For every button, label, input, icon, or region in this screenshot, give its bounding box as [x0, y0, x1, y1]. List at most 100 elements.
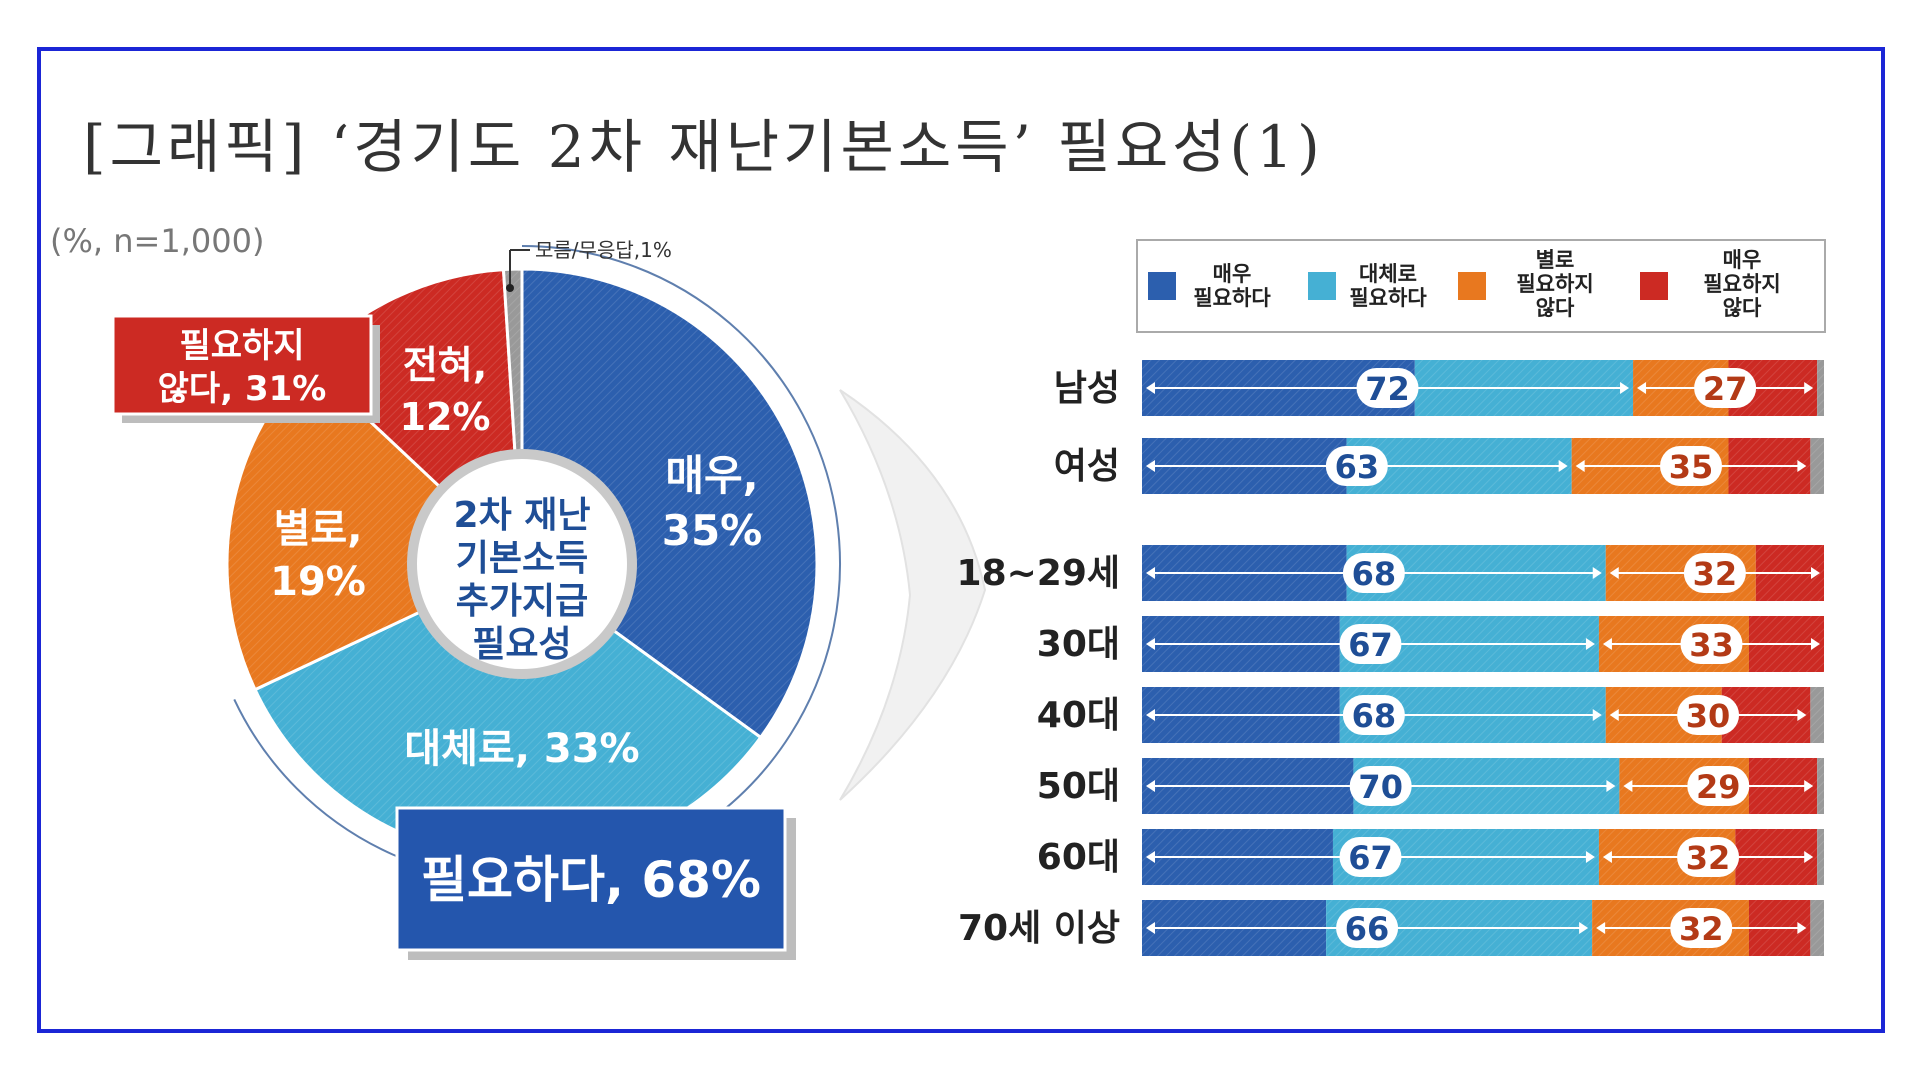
- arrowhead-left: [1609, 567, 1619, 579]
- legend-label-notatall: 않다: [1723, 296, 1762, 320]
- slice-very-texture: [522, 269, 817, 738]
- need-total-label: 67: [1348, 626, 1393, 664]
- legend-label-somewhat: 필요하다: [1349, 286, 1427, 310]
- legend-swatch-somewhat: [1308, 272, 1336, 300]
- arrowhead-right: [1585, 851, 1595, 863]
- page-title: [그래픽] ‘경기도 2차 재난기본소득’ 필요성(1): [83, 113, 1324, 181]
- bar-row: 70세 이상 66 32: [958, 900, 1824, 956]
- not-necessary-label-line: 않다, 31%: [158, 369, 327, 409]
- arrowhead-right: [1797, 709, 1807, 721]
- arrowhead-left: [1575, 460, 1585, 472]
- need-total-label-pill: [1349, 766, 1412, 806]
- bar-seg-dk-texture: [1810, 438, 1824, 494]
- arrowhead-right: [1620, 382, 1630, 394]
- legend-label-notvery: 않다: [1536, 296, 1575, 320]
- bar-row: 40대 68 30: [1037, 687, 1824, 743]
- bar-category-label: 60대: [1037, 837, 1120, 878]
- center-label-line: 기본소득: [456, 538, 588, 579]
- arrowhead-right: [1797, 922, 1807, 934]
- not-need-total-label: 29: [1696, 768, 1741, 806]
- bar-category-label: 50대: [1037, 766, 1120, 807]
- not-need-total-label: 32: [1686, 839, 1731, 877]
- need-total-label: 72: [1365, 370, 1410, 408]
- not-need-total-label-pill: [1677, 695, 1740, 735]
- need-total-label: 63: [1335, 448, 1380, 486]
- not-need-total-label: 32: [1679, 910, 1724, 948]
- slice-label-very: 매우,: [665, 451, 758, 500]
- transition-arrow: [839, 389, 987, 801]
- legend-label-notvery: 필요하지: [1516, 272, 1593, 296]
- donut-chart: 2차 재난 기본소득 추가지급 필요성 매우, 35% 대체로, 33% 별로,…: [111, 238, 841, 960]
- arrowhead-right: [1811, 638, 1820, 650]
- need-total-label-pill: [1325, 446, 1388, 486]
- arrowhead-right: [1797, 460, 1807, 472]
- necessary-callout: [395, 806, 787, 952]
- arrowhead-right: [1592, 709, 1602, 721]
- not-need-total-label-pill: [1670, 908, 1733, 948]
- bar-seg-dk-texture: [1817, 829, 1824, 885]
- need-total-label-pill: [1336, 908, 1399, 948]
- arrowhead-right: [1804, 780, 1814, 792]
- bar-row: 남성 72 27: [1054, 360, 1824, 416]
- slice-label-dk: 모름/무응답,1%: [535, 238, 672, 262]
- unit-note: (%, n=1,000): [50, 222, 265, 260]
- legend-label-notvery: 별로: [1536, 248, 1575, 272]
- slice-label-somewhat: 대체로, 33%: [404, 726, 639, 772]
- arrowhead-left: [1146, 922, 1155, 934]
- bar-seg-dk-texture: [1810, 687, 1824, 743]
- not-need-total-label: 30: [1686, 697, 1731, 735]
- not-need-total-label: 27: [1703, 370, 1748, 408]
- need-total-label: 70: [1358, 768, 1403, 806]
- arrowhead-left: [1609, 709, 1619, 721]
- arrowhead-right: [1606, 780, 1616, 792]
- center-label-line: 필요성: [472, 624, 571, 665]
- arrowhead-right: [1592, 567, 1602, 579]
- donut-center: [407, 449, 637, 679]
- arrowhead-left: [1637, 382, 1647, 394]
- need-total-label-pill: [1356, 368, 1419, 408]
- slice-label-notatall: 전혀,: [403, 343, 487, 387]
- stacked-bar-chart: 남성 72 27 여성 63 35 18~29세 68 32 30대 67 33 40대 68 30 50대 7…: [957, 360, 1824, 956]
- not-need-total-label-pill: [1660, 446, 1723, 486]
- bar-seg-dk-texture: [1817, 758, 1824, 814]
- slice-somewhat-texture: [255, 564, 761, 860]
- necessary-bracket: [233, 245, 841, 883]
- bar-row: 50대 70 29: [1037, 758, 1824, 814]
- not-need-total-label-pill: [1687, 766, 1750, 806]
- arrowhead-left: [1602, 638, 1612, 650]
- arrowhead-right: [1558, 460, 1568, 472]
- slice-label-notatall-pct: 12%: [400, 395, 491, 439]
- legend-label-notatall: 매우: [1723, 248, 1762, 272]
- need-total-label: 68: [1352, 555, 1397, 593]
- slice-label-very-pct: 35%: [662, 506, 763, 555]
- bar-category-label: 남성: [1054, 368, 1120, 409]
- slice-label-notvery-pct: 19%: [270, 559, 366, 605]
- center-label-line: 2차 재난: [454, 495, 591, 536]
- need-total-label-pill: [1339, 837, 1402, 877]
- bar-row: 30대 67 33: [1037, 616, 1824, 672]
- arrowhead-right: [1579, 922, 1589, 934]
- bar-category-label: 70세 이상: [958, 908, 1120, 949]
- not-need-total-label-pill: [1694, 368, 1757, 408]
- not-need-total-label: 35: [1669, 448, 1714, 486]
- legend-label-very: 매우: [1213, 262, 1252, 286]
- center-label-line: 추가지급: [456, 581, 588, 622]
- arrowhead-right: [1585, 638, 1595, 650]
- arrowhead-left: [1146, 567, 1155, 579]
- bar-category-label: 40대: [1037, 695, 1120, 736]
- need-total-label-pill: [1339, 624, 1402, 664]
- need-total-label: 66: [1345, 910, 1390, 948]
- necessary-label: 필요하다, 68%: [421, 851, 761, 909]
- bar-seg-dk-texture: [1817, 360, 1824, 416]
- need-total-label: 68: [1352, 697, 1397, 735]
- arrowhead-left: [1623, 780, 1633, 792]
- bar-category-label: 30대: [1037, 624, 1120, 665]
- bar-row: 여성 63 35: [1054, 438, 1824, 494]
- legend-label-somewhat: 대체로: [1359, 262, 1417, 286]
- bar-row: 60대 67 32: [1037, 829, 1824, 885]
- legend-swatch-very: [1148, 272, 1176, 300]
- bar-category-label: 18~29세: [957, 553, 1120, 594]
- legend-swatch-notatall: [1640, 272, 1668, 300]
